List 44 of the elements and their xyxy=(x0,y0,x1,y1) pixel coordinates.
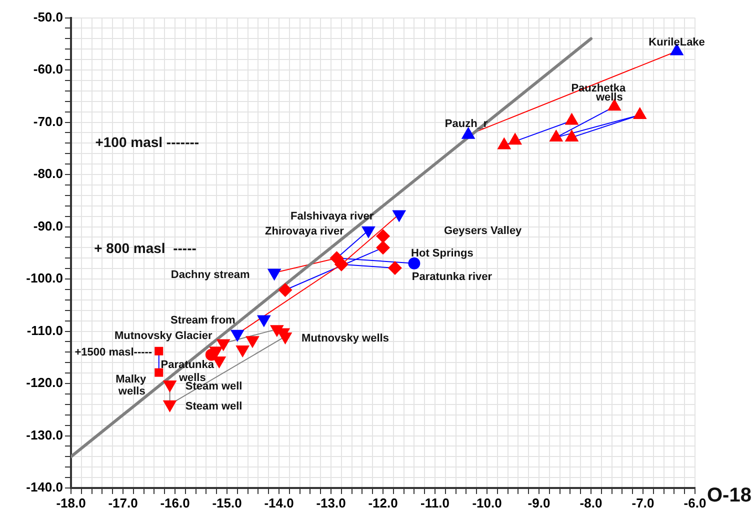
annotation: +100 masl ------- xyxy=(95,134,200,150)
x-tick-label: -10.0 xyxy=(472,495,502,510)
annotation: Hot Springs xyxy=(411,247,474,260)
x-tick-label: -11.0 xyxy=(420,495,450,510)
y-tick-label: -100.0 xyxy=(26,270,63,286)
annotation: Pauzh_r xyxy=(444,118,488,130)
x-tick-label: -8.0 xyxy=(580,495,602,510)
annotation: Mutnovsky wells xyxy=(302,332,389,345)
annotation: Geysers Valley xyxy=(444,224,523,237)
x-tick-label: -16.0 xyxy=(160,495,190,510)
annotation: Mutnovsky Glacier xyxy=(114,330,214,342)
y-tick-label: -140.0 xyxy=(26,480,63,495)
x-tick-label: -7.0 xyxy=(632,495,654,510)
x-tick-label: -17.0 xyxy=(108,495,138,510)
x-tick-label: -14.0 xyxy=(264,495,294,510)
annotation: wells xyxy=(594,92,623,104)
x-tick-label: -12.0 xyxy=(368,495,398,510)
x-tick-label: -13.0 xyxy=(316,495,346,510)
y-tick-label: -130.0 xyxy=(26,427,63,442)
x-axis-title: O-18 xyxy=(707,484,752,507)
annotation: KurileLake xyxy=(648,36,705,48)
annotation: + 800 masl ----- xyxy=(94,240,197,256)
annotation: Malky xyxy=(116,374,148,386)
y-tick-label: -60.0 xyxy=(33,62,63,77)
x-tick-label: -18.0 xyxy=(56,495,86,510)
y-tick-label: -110.0 xyxy=(26,322,63,338)
annotation: Falshivaya river xyxy=(290,210,374,222)
annotation: Paratunka river xyxy=(412,271,493,284)
annotation: wells xyxy=(117,386,146,398)
y-tick-label: -50.0 xyxy=(33,9,63,24)
annotation: Steam well xyxy=(185,380,242,393)
annotation: Zhirovaya river xyxy=(265,225,345,238)
annotation: Paratunka xyxy=(160,358,215,371)
x-tick-label: -15.0 xyxy=(212,495,242,510)
annotation: Steam well xyxy=(185,400,242,412)
y-tick-label: -70.0 xyxy=(33,114,63,129)
x-tick-label: -9.0 xyxy=(528,495,550,510)
y-tick-label: -120.0 xyxy=(26,375,63,390)
annotation: Dachny stream xyxy=(170,268,250,281)
annotation: Stream from xyxy=(170,314,236,326)
x-tick-label: -6.0 xyxy=(684,495,706,510)
y-tick-label: -80.0 xyxy=(33,166,63,182)
annotation: +1500 masl----- xyxy=(74,346,152,359)
y-tick-label: -90.0 xyxy=(33,218,63,234)
